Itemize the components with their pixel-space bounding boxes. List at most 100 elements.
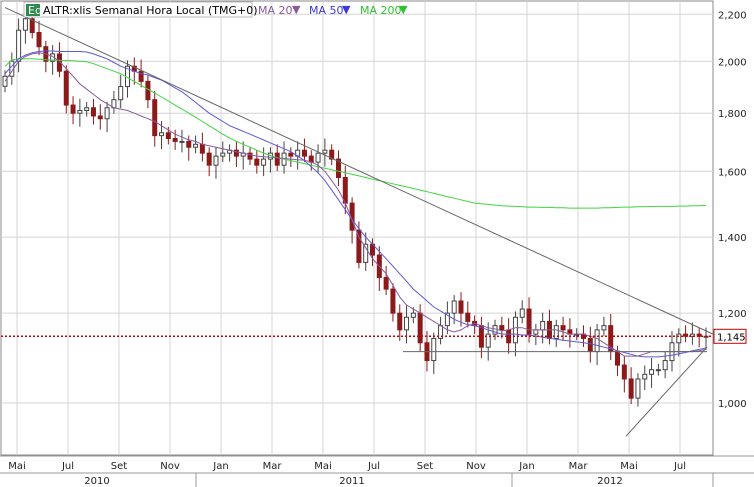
candle-body [642,373,648,380]
legend-ma20-arrow[interactable]: ▼ [292,3,301,16]
candle-body [649,369,655,375]
y-tick-label: 2,000 [718,57,747,68]
legend-symbol[interactable]: ALTR:xlis Semanal Hora Local (TMG+0) [43,4,258,17]
candle-body [417,312,423,344]
candle-body [383,276,389,290]
candle-body [540,320,546,331]
candle-body [97,115,103,120]
x-tick-label: Jul [61,461,74,472]
x-tick-label: Mar [263,461,283,472]
candle-body [615,351,621,366]
trendline-resistance [4,7,714,335]
candle-body [63,70,69,106]
legend-ma50-arrow[interactable]: ▼ [342,3,351,16]
candle-body [159,132,165,137]
candle-body [165,132,171,140]
legend-ma200-arrow[interactable]: ▼ [399,3,408,16]
candle-body [322,149,328,154]
x-tick-label: Mar [569,461,589,472]
candle-body [696,333,702,337]
ma50-line [4,50,707,358]
candle-body [213,155,219,166]
candle-body [444,312,450,327]
candle-body [274,152,280,166]
candle-body [220,152,226,157]
candle-body [186,140,192,148]
candle-body [451,300,457,314]
candle-body [676,333,682,344]
equity-badge-label: Eq [28,4,42,17]
candle-body [315,152,321,163]
candle-body [172,138,178,142]
x-tick-label: Mai [314,461,332,472]
candle-body [288,152,294,157]
y-tick-label: 1,200 [718,309,747,320]
legend: Eq ALTR:xlis Semanal Hora Local (TMG+0) … [23,1,408,18]
x-tick-label: Set [417,461,434,472]
candle-body [356,229,362,263]
candle-body [397,312,403,331]
legend-ma50[interactable]: MA 50 [309,4,344,17]
y-tick-label: 1,600 [718,167,747,178]
candle-body [485,333,491,348]
candle-body [431,337,437,362]
current-price-label: 1,145 [717,332,746,343]
x-tick-label: Jul [367,461,380,472]
x-axis: Mai Jul Set Nov Jan Mar Mai Jul Set Nov Jan Mar Mai J… [0,455,754,487]
x-tick-label: Jan [212,461,228,472]
candle-body [499,325,505,331]
candle-body [261,158,267,166]
y-tick-label: 2,200 [718,10,747,21]
candle-body [662,360,668,371]
candle-body [621,364,627,380]
x-tick-label: Mai [8,461,26,472]
x-tick-label: Jan [518,461,534,472]
ma200-line [4,58,707,209]
candle-body [152,99,158,137]
candle-body [519,308,525,318]
candle-body [16,29,22,62]
candle-body [512,316,518,344]
candle-body [560,325,566,331]
y-tick-label: 1,800 [718,109,747,120]
year-label: 2010 [84,476,109,487]
x-tick-label: Mai [620,461,638,472]
candle-body [335,158,341,178]
candle-body [90,107,96,117]
y-tick-label: 1,000 [718,399,747,410]
candle-body [587,337,593,353]
candle-body [553,325,559,339]
candle-body [118,86,124,101]
candle-body [410,312,416,318]
candle-body [179,140,185,143]
candle-body [601,325,607,331]
candle-body [628,378,634,399]
equity-badge[interactable] [26,4,40,16]
candle-body [689,333,695,337]
candle-body [104,107,110,120]
year-label: 2012 [597,476,622,487]
plot-area [0,0,714,456]
candle-body [301,149,307,157]
candle-body [465,312,471,322]
candle-body [36,32,42,48]
candle-body [233,149,239,157]
legend-ma200[interactable]: MA 200 [360,4,402,17]
candle-body [138,70,144,82]
legend-ma20[interactable]: MA 20 [258,4,293,17]
x-tick-label: Nov [466,461,486,472]
candle-body [22,18,28,31]
candle-body [533,329,539,335]
current-price-tag: 1,145 [713,328,747,344]
candle-body [329,149,335,160]
candle-body [254,158,260,166]
y-tick-label: 1,400 [718,233,747,244]
candle-body [29,18,35,34]
candle-body [635,378,641,399]
candle-body [70,104,76,114]
candle-body [655,369,661,372]
trendline-rising [625,346,708,437]
series-layer [1,7,714,437]
x-tick-label: Jul [673,461,686,472]
